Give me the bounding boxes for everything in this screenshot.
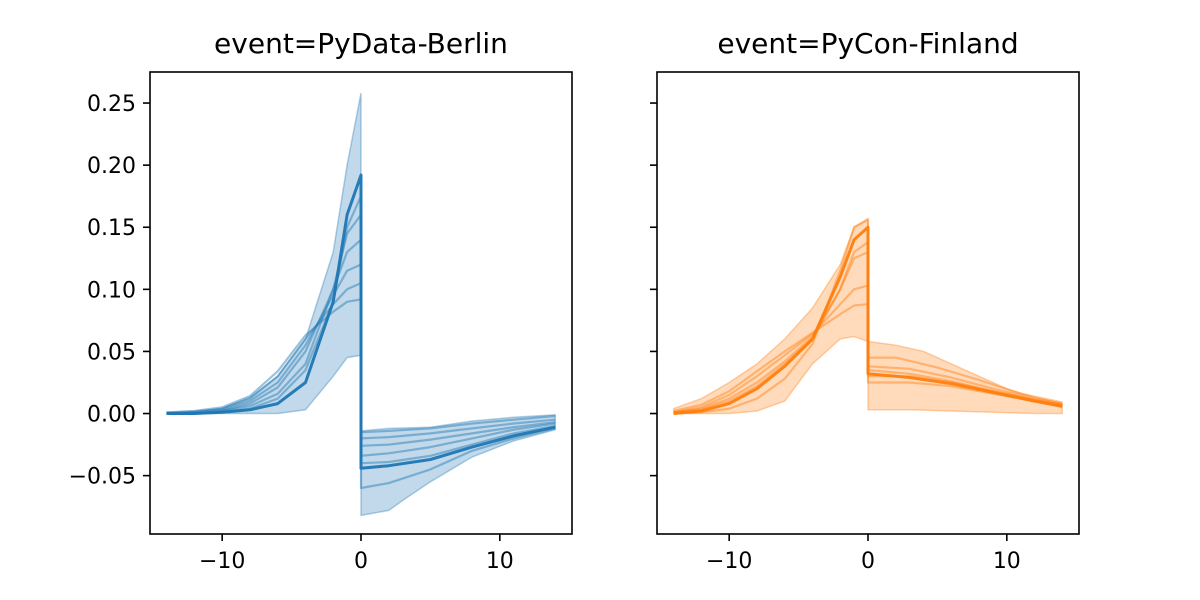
series-line (166, 238, 556, 457)
series-line (673, 241, 1063, 414)
y-tick-label: 0.25 (87, 92, 136, 117)
series-line (673, 284, 1063, 414)
series-line (166, 298, 556, 434)
subplot-title: event=PyCon-Finland (717, 27, 1018, 60)
subplot-pydata-berlin: event=PyData-Berlin −10 0 10 −0.05 0.00 0.05 0… (69, 27, 573, 574)
y-tick-label: 0.00 (87, 403, 136, 428)
y-tick-label: 0.15 (87, 216, 136, 241)
x-tick-label: 0 (861, 549, 875, 574)
y-tick-label: 0.05 (87, 340, 136, 365)
series-line (166, 213, 556, 465)
x-tick-label: 0 (354, 549, 368, 574)
series-line (166, 282, 556, 440)
x-tick-label: −10 (199, 549, 245, 574)
y-tick-label: 0.20 (87, 154, 136, 179)
series-line (673, 303, 1063, 413)
x-tick-label: 10 (993, 549, 1021, 574)
series-line (166, 195, 556, 490)
subplot-pycon-finland: event=PyCon-Finland −10 0 10 (650, 27, 1080, 574)
series-line (166, 173, 556, 470)
y-tick-label: −0.05 (69, 465, 136, 490)
series-line (673, 218, 1063, 415)
subplot-title: event=PyData-Berlin (214, 27, 508, 60)
x-tick-label: −10 (706, 549, 752, 574)
y-tick-label: 0.10 (87, 278, 136, 303)
series-line (673, 225, 1063, 415)
series-line (166, 263, 556, 447)
x-tick-label: 10 (486, 549, 514, 574)
series-line (673, 251, 1063, 414)
